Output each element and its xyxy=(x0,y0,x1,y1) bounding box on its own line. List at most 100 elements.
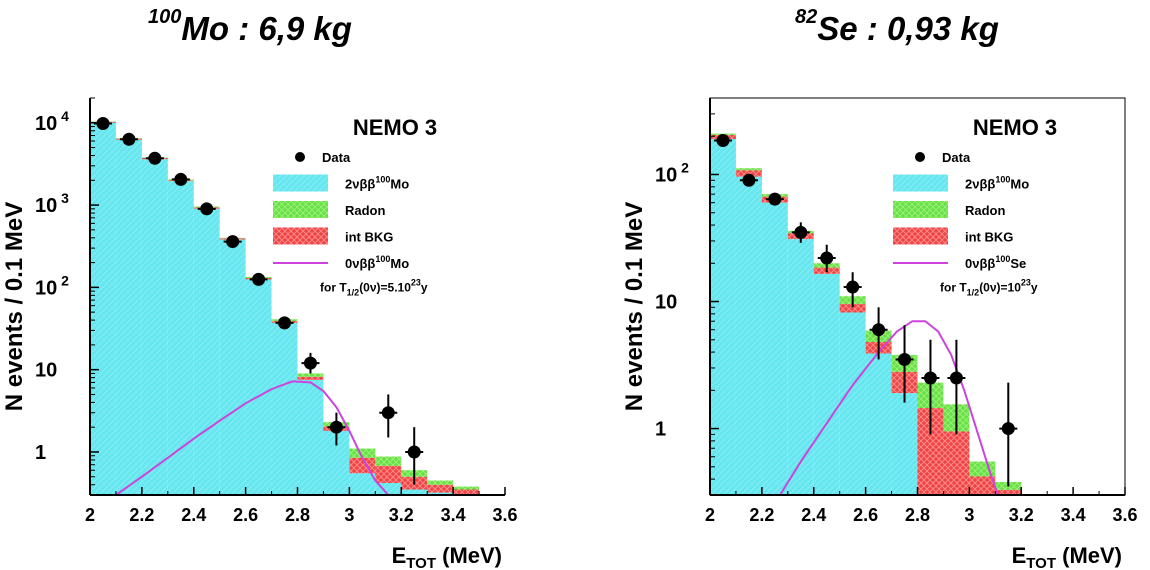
y-tick-label: 10 xyxy=(655,292,677,314)
x-tick-label: 2.8 xyxy=(905,505,930,525)
x-tick-label: 2.4 xyxy=(801,505,826,525)
data-point xyxy=(148,151,162,165)
int-bkg-bar xyxy=(995,489,1022,496)
two-nu-bar xyxy=(401,489,428,495)
x-tick-label: 2.4 xyxy=(181,505,206,525)
data-point xyxy=(381,406,395,420)
x-tick-label: 3.2 xyxy=(389,505,414,525)
y-tick-label: 10 2 xyxy=(35,272,69,299)
right-histogram-panel: 2 2.2 2.4 2.6 2.8 3 3.2 3.4 3.6 10 2 10 1 N events /… xyxy=(621,97,1138,570)
data-point xyxy=(278,316,292,330)
x-tick-label: 3 xyxy=(344,505,354,525)
legend-two-nu-swatch xyxy=(273,174,328,192)
data-point xyxy=(200,202,214,216)
radon-bar xyxy=(297,373,324,377)
chart-title: NEMO 3 xyxy=(353,115,437,140)
zero-nu-curve xyxy=(779,320,999,496)
x-axis-label: ETOT (MeV) xyxy=(392,543,502,570)
int-bkg-bar xyxy=(969,476,996,496)
radon-bar xyxy=(375,456,402,466)
two-nu-bar xyxy=(710,139,736,495)
y-tick-label: 10 2 xyxy=(655,159,689,186)
x-tick-label: 3 xyxy=(964,505,974,525)
legend-data-label: Data xyxy=(942,150,971,165)
radon-bar xyxy=(453,486,480,490)
x-tick-label: 2.6 xyxy=(233,505,258,525)
data-point xyxy=(226,235,240,249)
two-nu-bar xyxy=(141,159,168,495)
x-tick-label: 2.6 xyxy=(853,505,878,525)
data-point xyxy=(768,192,782,206)
legend-radon-label: Radon xyxy=(965,203,1006,218)
left-panel-title: 100Mo : 6,9 kg xyxy=(148,6,352,48)
two-nu-bar xyxy=(891,393,918,495)
data-point xyxy=(329,420,343,434)
two-nu-bar xyxy=(839,312,866,495)
data-point xyxy=(820,251,834,265)
data-point xyxy=(923,371,937,385)
two-nu-bar xyxy=(193,208,220,495)
y-tick-label: 10 xyxy=(35,360,57,382)
int-bkg-bar xyxy=(839,303,866,313)
isotope-label: Mo : 6,9 kg xyxy=(181,10,352,47)
x-tick-label: 3.4 xyxy=(441,505,466,525)
data-point xyxy=(303,356,317,370)
y-axis-label: N events / 0.1 MeV xyxy=(1,202,28,411)
data-point xyxy=(252,272,266,286)
two-nu-bar xyxy=(219,239,246,495)
isotope-label: Se : 0,93 kg xyxy=(817,10,999,47)
legend-zero-nu-label: 0νββ100Mo xyxy=(345,254,409,271)
two-nu-bar xyxy=(427,492,454,495)
legend-note: for T1/2(0ν)=5.1023y xyxy=(320,278,428,298)
int-bkg-bar xyxy=(735,170,762,177)
y-axis-label: N events / 0.1 MeV xyxy=(621,202,648,411)
legend-int-bkg-swatch xyxy=(893,227,948,245)
legend-two-nu-swatch xyxy=(893,174,948,192)
int-bkg-bar xyxy=(297,376,324,380)
data-point xyxy=(794,225,808,239)
int-bkg-bar xyxy=(349,457,376,474)
isotope-mass-number: 82 xyxy=(795,6,818,28)
two-nu-bar xyxy=(787,239,814,495)
two-nu-bar xyxy=(349,473,376,495)
x-tick-label: 3.4 xyxy=(1061,505,1086,525)
two-nu-bar xyxy=(865,353,892,495)
radon-bar xyxy=(735,168,762,171)
y-tick-label: 1 xyxy=(35,442,46,464)
legend-zero-nu-label: 0νββ100Se xyxy=(965,254,1026,271)
two-nu-bar xyxy=(735,176,762,495)
radon-bar xyxy=(349,448,376,458)
x-axis-label: ETOT (MeV) xyxy=(1012,543,1122,570)
two-nu-bar xyxy=(115,139,142,496)
int-bkg-bar xyxy=(453,489,480,496)
legend-radon-swatch xyxy=(273,201,328,218)
x-tick-label: 2.2 xyxy=(749,505,774,525)
two-nu-bar xyxy=(813,273,840,495)
left-histogram-panel: 2 2.2 2.4 2.6 2.8 3 3.2 3.4 3.6 10 4 10 3 10 2 10 1 N … xyxy=(1,97,518,570)
data-point xyxy=(949,371,963,385)
two-nu-bar xyxy=(375,482,402,495)
x-tick-label: 2 xyxy=(705,505,715,525)
x-tick-label: 3.6 xyxy=(1112,505,1137,525)
legend-note: for T1/2(0ν)=1023y xyxy=(940,278,1038,298)
x-tick-label: 3.6 xyxy=(492,505,517,525)
data-point xyxy=(716,134,730,148)
two-nu-bar xyxy=(90,122,116,495)
two-nu-bar xyxy=(245,279,272,495)
y-tick-label: 10 4 xyxy=(35,108,69,135)
legend-data-marker xyxy=(915,152,925,162)
legend-two-nu-label: 2νββ100Mo xyxy=(965,175,1029,192)
legend-radon-label: Radon xyxy=(345,203,386,218)
two-nu-bar xyxy=(271,322,298,495)
legend-radon-swatch xyxy=(893,201,948,218)
legend-int-bkg-label: int BKG xyxy=(965,230,1013,245)
legend-two-nu-label: 2νββ100Mo xyxy=(345,175,409,192)
data-point xyxy=(898,352,912,366)
data-point xyxy=(846,280,860,294)
data-point xyxy=(407,445,421,459)
legend-data-label: Data xyxy=(322,150,351,165)
chart-title: NEMO 3 xyxy=(973,115,1057,140)
right-panel-title: 82Se : 0,93 kg xyxy=(795,6,999,48)
data-point xyxy=(872,323,886,337)
